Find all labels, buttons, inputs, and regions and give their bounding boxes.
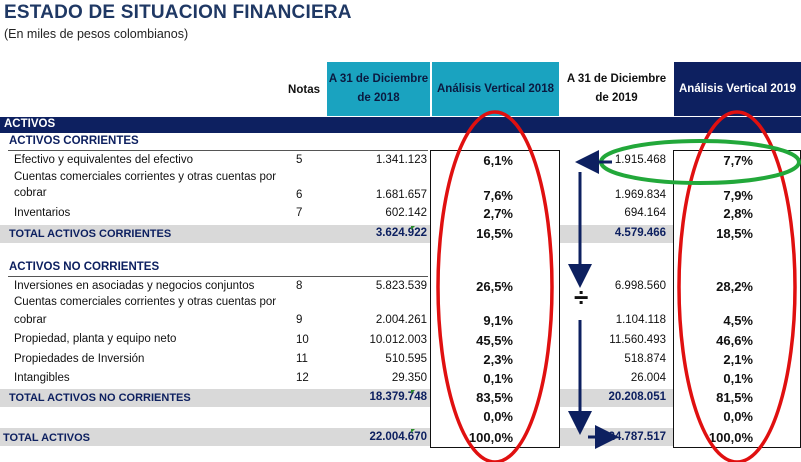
row-av-2019: 46,6% [716, 333, 753, 348]
row-value-2019: 26.004 [630, 372, 666, 384]
row-value-2018: 29.350 [391, 372, 427, 384]
row-nota: 5 [296, 154, 303, 166]
division-symbol: ÷ [574, 282, 589, 312]
row-av-2018: 45,5% [476, 333, 513, 348]
row-nota: 7 [296, 207, 303, 219]
zero-av-2019: 0,0% [723, 409, 753, 424]
red-ellipse-2018 [436, 110, 554, 462]
total-activos-av-2019: 100,0% [708, 430, 753, 445]
page-title: ESTADO DE SITUACION FINANCIERA [4, 2, 352, 23]
row-value-2018: 5.823.539 [375, 280, 427, 292]
total-av-2019: 18,5% [716, 226, 753, 241]
row-nota: 9 [296, 314, 303, 326]
row-nota: 6 [296, 189, 303, 201]
red-ellipse-2019 [677, 110, 797, 462]
row-av-2019: 2,8% [723, 206, 753, 221]
total-activos-label: TOTAL ACTIVOS [3, 432, 90, 444]
total-value-2018: 3.624.922 [375, 227, 427, 239]
green-corner-mark [411, 226, 415, 230]
row-av-2018: 7,6% [483, 188, 513, 203]
row-nota: 11 [296, 353, 308, 365]
row-av-2019: 2,1% [723, 352, 753, 367]
row-av-2018: 2,3% [483, 352, 513, 367]
row-av-2018: 6,1% [483, 153, 513, 168]
row-av-2019: 7,7% [723, 153, 753, 168]
row-value-2019: 11.560.493 [609, 334, 666, 346]
activos-band [0, 117, 801, 133]
row-av-2019: 4,5% [723, 313, 753, 328]
row-nota: 12 [296, 372, 309, 384]
row-value-2018: 10.012.003 [369, 334, 427, 346]
section-activos-no-corrientes: ACTIVOS NO CORRIENTES [9, 261, 160, 273]
row-label: Propiedades de Inversión [14, 353, 145, 365]
row-label: Intangibles [14, 372, 70, 384]
header-2019: A 31 de Diciembre de 2019 [560, 62, 673, 116]
total-value-2019: 20.208.051 [608, 391, 666, 403]
row-av-2019: 0,1% [723, 371, 753, 386]
row-label-cont: cobrar [14, 187, 47, 199]
total-label: TOTAL ACTIVOS NO CORRIENTES [9, 392, 191, 404]
row-label: Inversiones en asociadas y negocios conj… [14, 280, 255, 292]
row-nota: 8 [296, 280, 303, 292]
total-row-bg [560, 225, 673, 243]
row-value-2019: 1.915.468 [614, 154, 666, 166]
row-value-2019: 1.969.834 [614, 189, 666, 201]
row-label: Propiedad, planta y equipo neto [14, 333, 177, 345]
row-av-2018: 0,1% [483, 371, 513, 386]
green-corner-mark [411, 390, 415, 394]
total-av-2018: 16,5% [476, 226, 513, 241]
header-notas: Notas [288, 83, 320, 96]
row-value-2019: 1.104.118 [615, 314, 666, 326]
total-activos-2018: 22.004.670 [369, 431, 427, 443]
row-av-2018: 2,7% [483, 206, 513, 221]
header-2018: A 31 de Diciembre de 2018 [327, 62, 430, 116]
section-activos-corrientes: ACTIVOS CORRIENTES [9, 135, 139, 147]
row-value-2019: 694.164 [624, 207, 666, 219]
row-value-2018: 2.004.261 [375, 314, 427, 326]
row-nota: 10 [296, 334, 309, 346]
row-label: Inventarios [14, 207, 71, 219]
row-av-2019: 28,2% [716, 279, 753, 294]
section-underline [8, 276, 428, 277]
page-subtitle: (En miles de pesos colombianos) [4, 27, 189, 41]
activos-band-label: ACTIVOS [4, 118, 56, 130]
total-value-2019: 4.579.466 [614, 227, 666, 239]
total-row-bg [0, 389, 430, 407]
zero-av-2018: 0,0% [483, 409, 513, 424]
row-av-2018: 26,5% [476, 279, 513, 294]
row-value-2018: 1.681.657 [375, 189, 427, 201]
total-row-bg [0, 428, 430, 446]
green-corner-mark [411, 429, 415, 433]
header-av-2019: Análisis Vertical 2019 [674, 62, 801, 116]
section-underline [8, 150, 428, 151]
row-label-cont: cobrar [14, 314, 47, 326]
av-2018-column-box [430, 150, 560, 448]
header-av-2018: Análisis Vertical 2018 [432, 62, 559, 116]
row-label: Efectivo y equivalentes del efectivo [14, 154, 193, 166]
row-value-2018: 510.595 [385, 353, 427, 365]
total-row-bg [560, 389, 673, 407]
row-value-2018: 1.341.123 [375, 154, 427, 166]
total-row-bg [0, 225, 430, 243]
row-av-2018: 9,1% [483, 313, 513, 328]
total-av-2018: 83,5% [476, 390, 513, 405]
total-activos-av-2018: 100,0% [468, 430, 513, 445]
total-activos-2019: 24.787.517 [608, 431, 666, 443]
row-value-2018: 602.142 [385, 207, 427, 219]
row-label: Cuentas comerciales corrientes y otras c… [14, 296, 277, 308]
total-value-2018: 18.379.748 [369, 391, 427, 403]
row-value-2019: 6.998.560 [614, 280, 666, 292]
row-label: Cuentas comerciales corrientes y otras c… [14, 171, 277, 183]
row-av-2019: 7,9% [723, 188, 753, 203]
row-value-2019: 518.874 [624, 353, 666, 365]
total-label: TOTAL ACTIVOS CORRIENTES [9, 228, 172, 240]
total-av-2019: 81,5% [716, 390, 753, 405]
green-ellipse [599, 139, 801, 185]
